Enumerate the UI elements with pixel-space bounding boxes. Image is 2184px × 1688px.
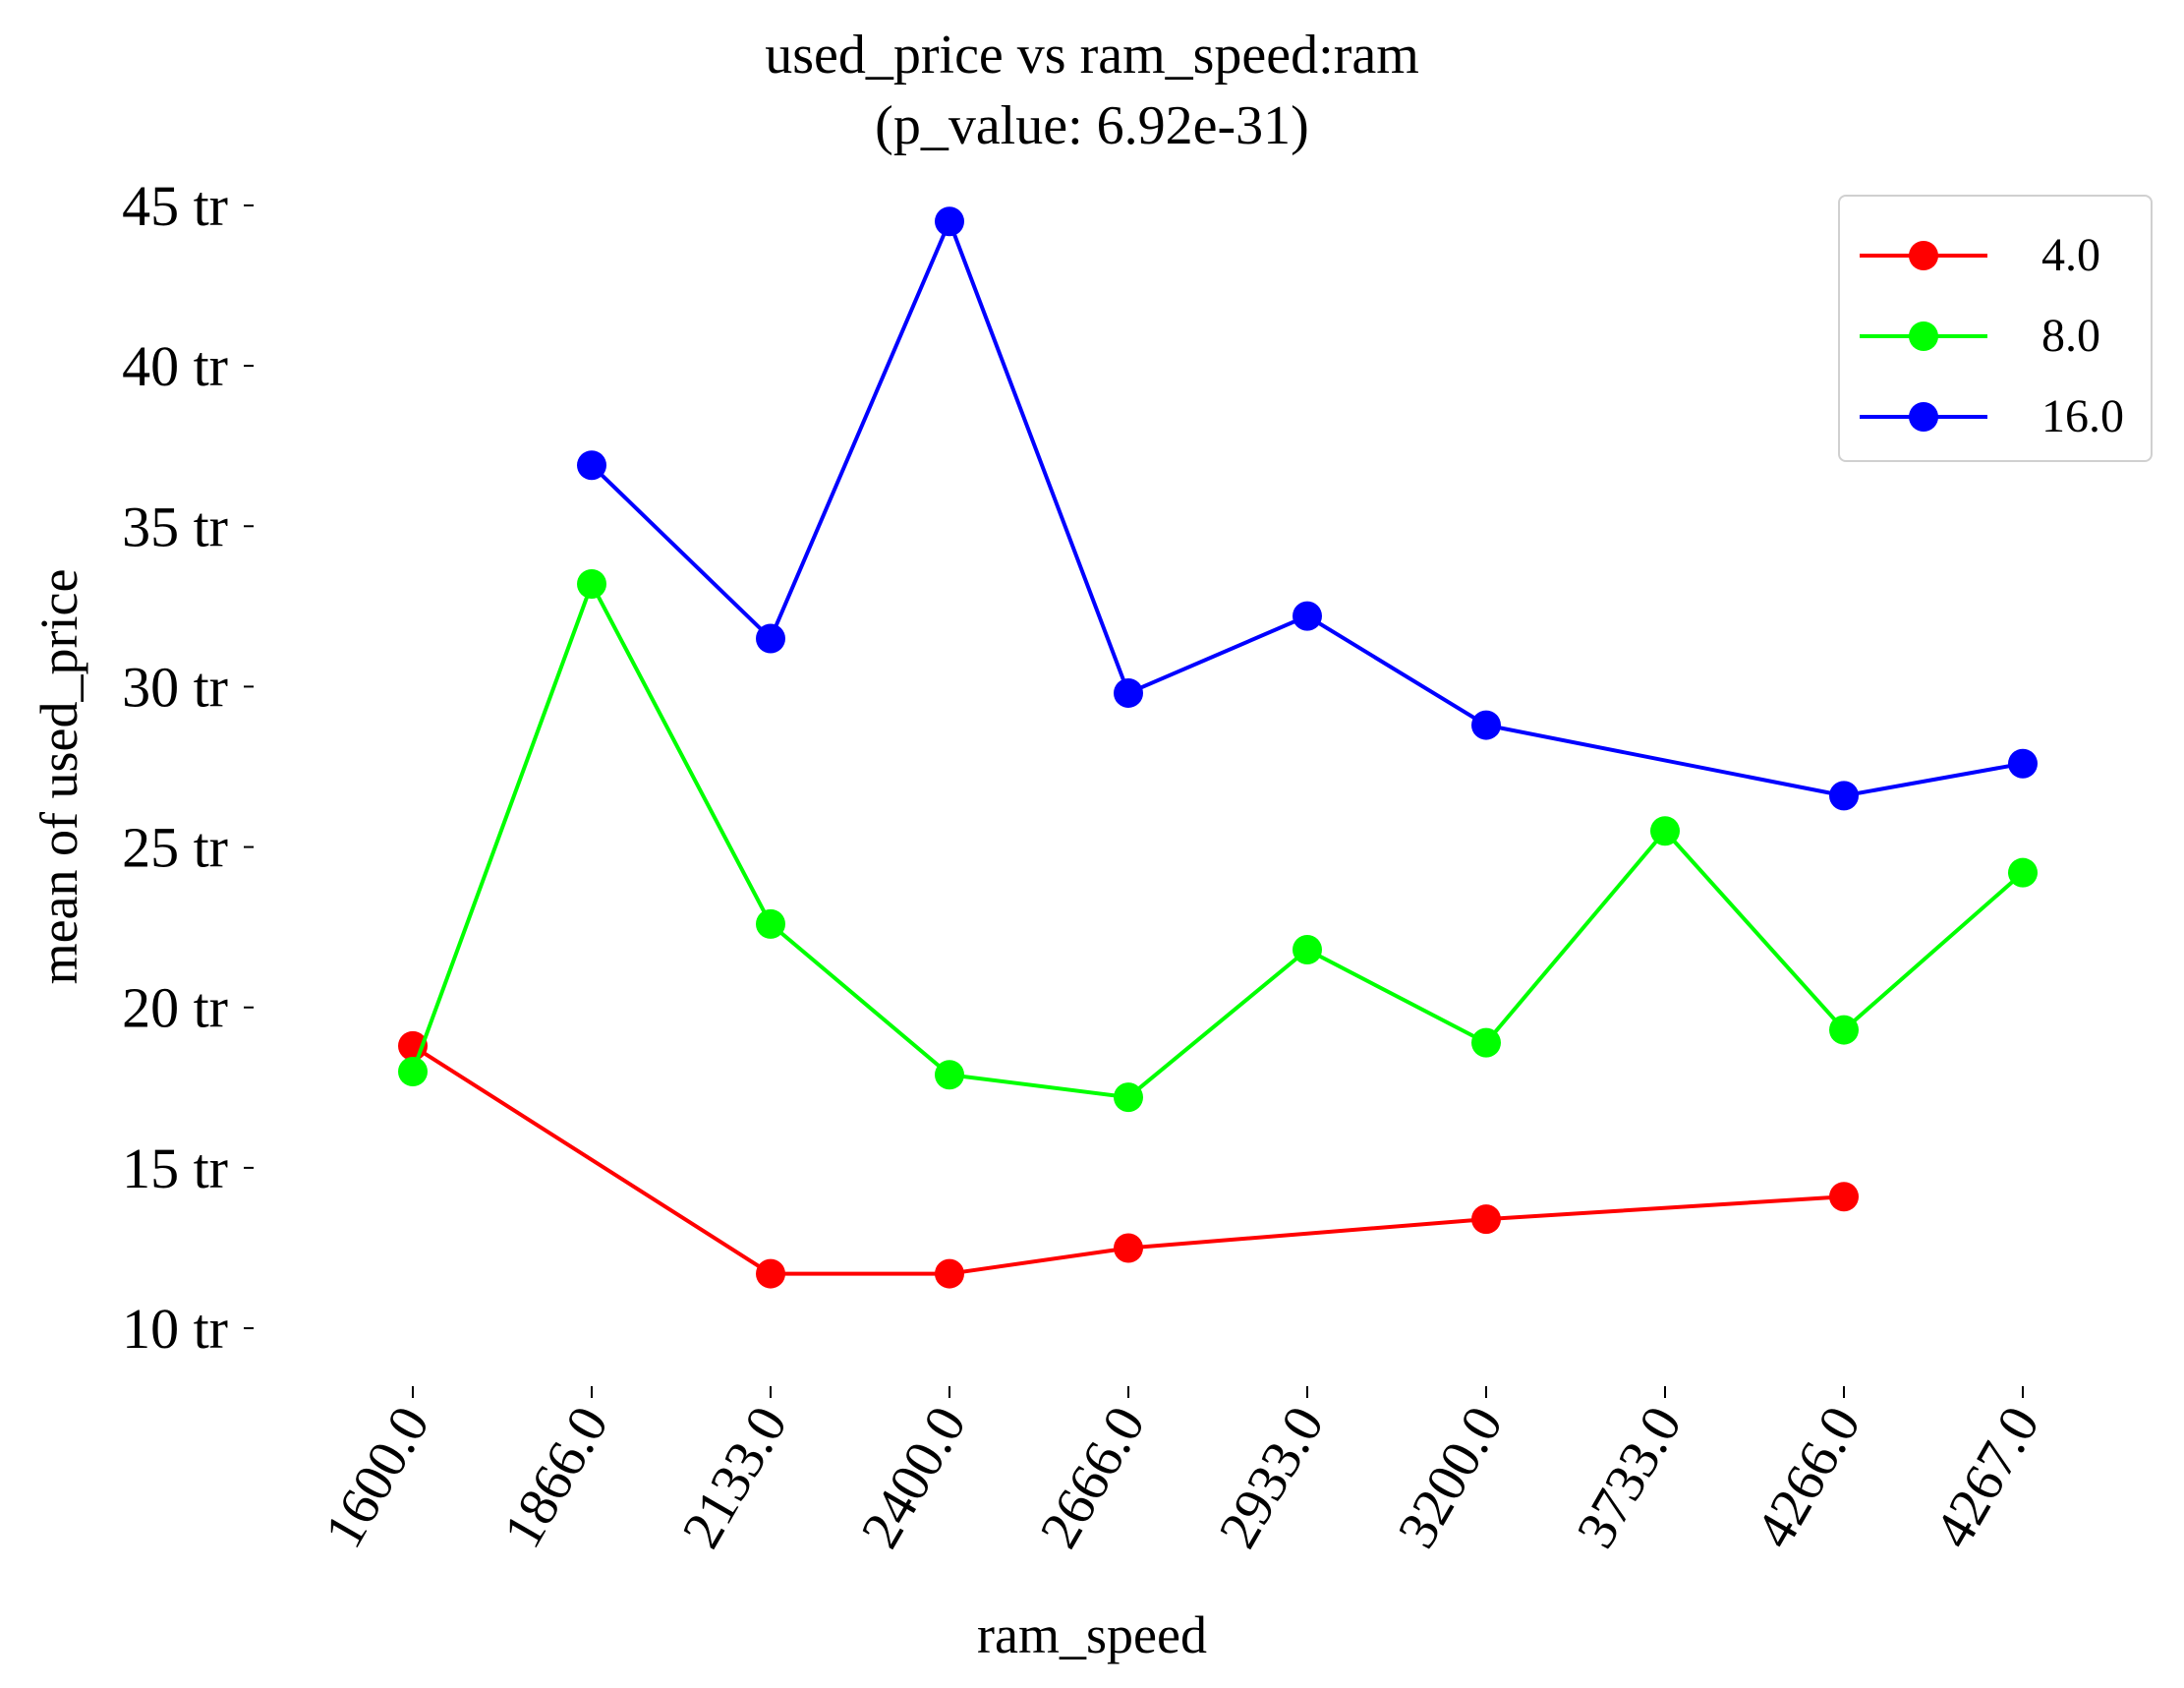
y-tick-label: 25 tr	[122, 816, 228, 880]
y-tick-label: 30 tr	[122, 655, 228, 719]
x-tick-label: 1866.0	[492, 1397, 621, 1558]
data-point	[577, 569, 606, 599]
series-line	[411, 582, 2025, 1100]
data-point	[2008, 748, 2038, 779]
x-tick-label: 3200.0	[1387, 1397, 1516, 1558]
legend-label: 8.0	[2041, 310, 2100, 362]
data-point	[756, 1258, 785, 1289]
data-point	[935, 1258, 964, 1289]
y-tick-label: 20 tr	[122, 976, 228, 1040]
x-tick-label: 2133.0	[671, 1397, 800, 1558]
legend-swatch	[1860, 241, 1987, 270]
data-point	[1829, 1015, 1859, 1045]
x-axis-label: ram_speed	[977, 1605, 1207, 1664]
series-line	[411, 1044, 1845, 1276]
y-axis-label: mean of used_price	[29, 568, 88, 985]
data-point	[1114, 677, 1143, 708]
x-axis: 1600.0 1866.0 2133.0 2400.0 2666.0 2933.0 3200…	[314, 1386, 2052, 1558]
data-point	[1114, 1082, 1143, 1113]
x-tick-label: 4267.0	[1924, 1397, 2052, 1558]
y-tick-label: 40 tr	[122, 334, 228, 398]
data-point	[1114, 1233, 1143, 1263]
legend-item: 4.0	[1860, 216, 2145, 295]
legend: 4.0 8.0 16.0	[1838, 195, 2153, 462]
x-tick-label: 1600.0	[314, 1397, 442, 1558]
data-point	[1829, 1182, 1859, 1212]
chart-title: used_price vs ram_speed:ram	[765, 25, 1419, 86]
legend-label: 4.0	[2041, 229, 2100, 281]
data-point	[398, 1057, 428, 1086]
legend-swatch	[1860, 402, 1987, 432]
legend-item: 16.0	[1860, 378, 2145, 456]
data-point	[1471, 1027, 1501, 1058]
legend-label: 16.0	[2041, 390, 2124, 442]
x-tick-label: 2400.0	[850, 1397, 979, 1558]
data-point	[1471, 710, 1501, 740]
series-line	[590, 219, 2024, 798]
data-point	[756, 908, 785, 939]
legend-item: 8.0	[1860, 297, 2145, 376]
data-point	[577, 450, 606, 481]
data-point	[935, 1060, 964, 1090]
chart-subtitle: (p_value: 6.92e-31)	[875, 95, 1309, 156]
data-point	[756, 623, 785, 654]
plot-area	[398, 206, 2038, 1289]
y-tick-label: 45 tr	[122, 174, 228, 238]
data-point	[1293, 935, 1322, 964]
data-point	[1293, 601, 1322, 631]
data-point	[1650, 816, 1680, 846]
data-point	[1829, 781, 1859, 811]
x-tick-label: 2666.0	[1029, 1397, 1158, 1558]
x-tick-label: 2933.0	[1208, 1397, 1337, 1558]
y-axis: 10 tr 15 tr 20 tr 25 tr 30 tr 35 tr 40 tr 45 tr	[122, 174, 254, 1361]
y-tick-label: 10 tr	[122, 1297, 228, 1361]
y-tick-label: 35 tr	[122, 495, 228, 558]
y-tick-label: 15 tr	[122, 1136, 228, 1200]
data-point	[935, 206, 964, 237]
data-point	[2008, 857, 2038, 888]
x-tick-label: 3733.0	[1566, 1397, 1695, 1558]
legend-swatch	[1860, 321, 1987, 351]
data-point	[1471, 1204, 1501, 1235]
x-tick-label: 4266.0	[1745, 1397, 1873, 1558]
